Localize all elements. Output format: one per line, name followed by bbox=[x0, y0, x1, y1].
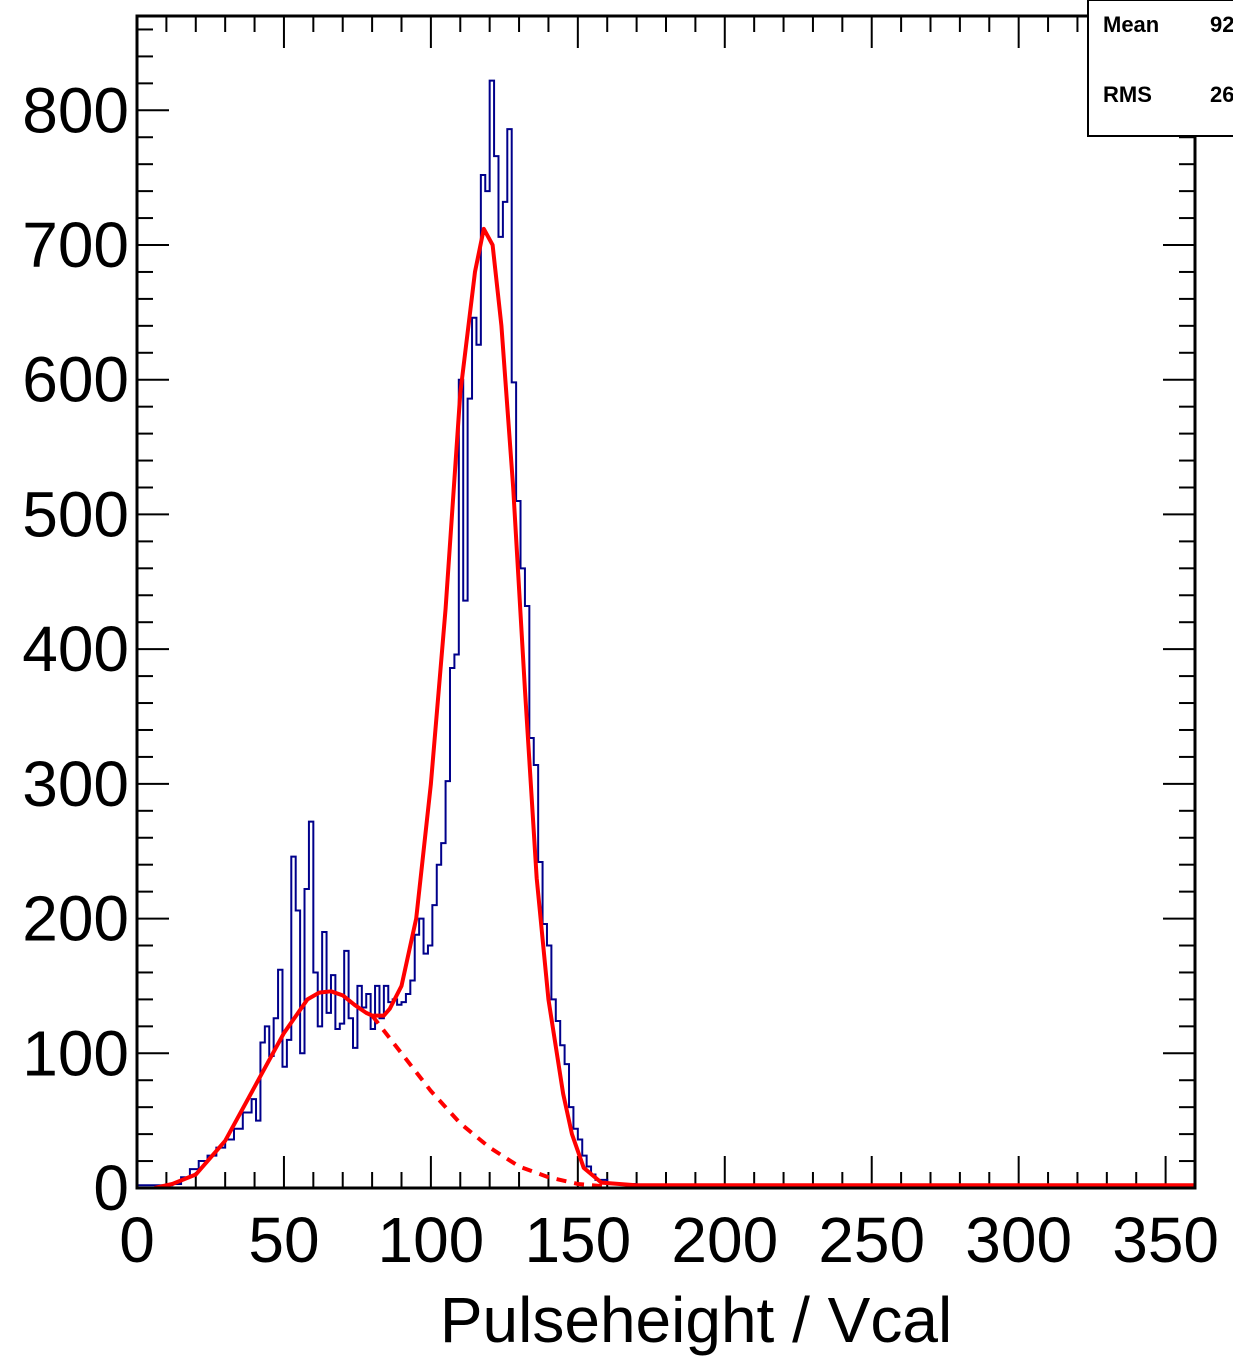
x-tick-label: 0 bbox=[119, 1204, 155, 1276]
x-tick-label: 50 bbox=[248, 1204, 319, 1276]
stats-value: 26 bbox=[1210, 82, 1233, 107]
background-fit-line bbox=[370, 1014, 608, 1188]
x-tick-label: 300 bbox=[965, 1204, 1072, 1276]
stats-value: 92 bbox=[1210, 12, 1233, 37]
y-tick-label: 0 bbox=[93, 1152, 129, 1224]
x-tick-labels: 0 50 100 150 200 250 300 350 bbox=[119, 1204, 1219, 1276]
x-axis-title: Pulseheight / Vcal bbox=[440, 1284, 952, 1356]
stats-box: Mean 92 RMS 26 bbox=[1087, 0, 1233, 137]
y-tick-label: 200 bbox=[22, 883, 129, 955]
y-tick-label: 600 bbox=[22, 344, 129, 416]
x-tick-label: 250 bbox=[818, 1204, 925, 1276]
stats-label: Mean bbox=[1103, 12, 1159, 37]
y-tick-label: 800 bbox=[22, 74, 129, 146]
y-tick-labels: 0 100 200 300 400 500 600 700 800 bbox=[22, 74, 129, 1224]
stats-label: RMS bbox=[1103, 82, 1152, 107]
stats-box-frame bbox=[1087, 0, 1233, 137]
y-tick-label: 100 bbox=[22, 1017, 129, 1089]
x-tick-label: 100 bbox=[377, 1204, 484, 1276]
x-tick-label: 350 bbox=[1112, 1204, 1219, 1276]
series-layer bbox=[137, 79, 1195, 1188]
y-tick-label: 400 bbox=[22, 613, 129, 685]
x-tick-label: 150 bbox=[524, 1204, 631, 1276]
total-fit-line bbox=[154, 226, 1195, 1188]
histogram-series bbox=[137, 79, 1195, 1188]
x-tick-label: 200 bbox=[671, 1204, 778, 1276]
y-tick-label: 500 bbox=[22, 478, 129, 550]
plot-frame bbox=[135, 14, 1197, 1190]
y-tick-label: 700 bbox=[22, 209, 129, 281]
y-tick-label: 300 bbox=[22, 748, 129, 820]
